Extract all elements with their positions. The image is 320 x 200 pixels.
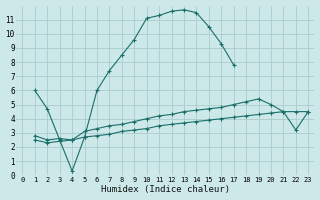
X-axis label: Humidex (Indice chaleur): Humidex (Indice chaleur)	[101, 185, 230, 194]
